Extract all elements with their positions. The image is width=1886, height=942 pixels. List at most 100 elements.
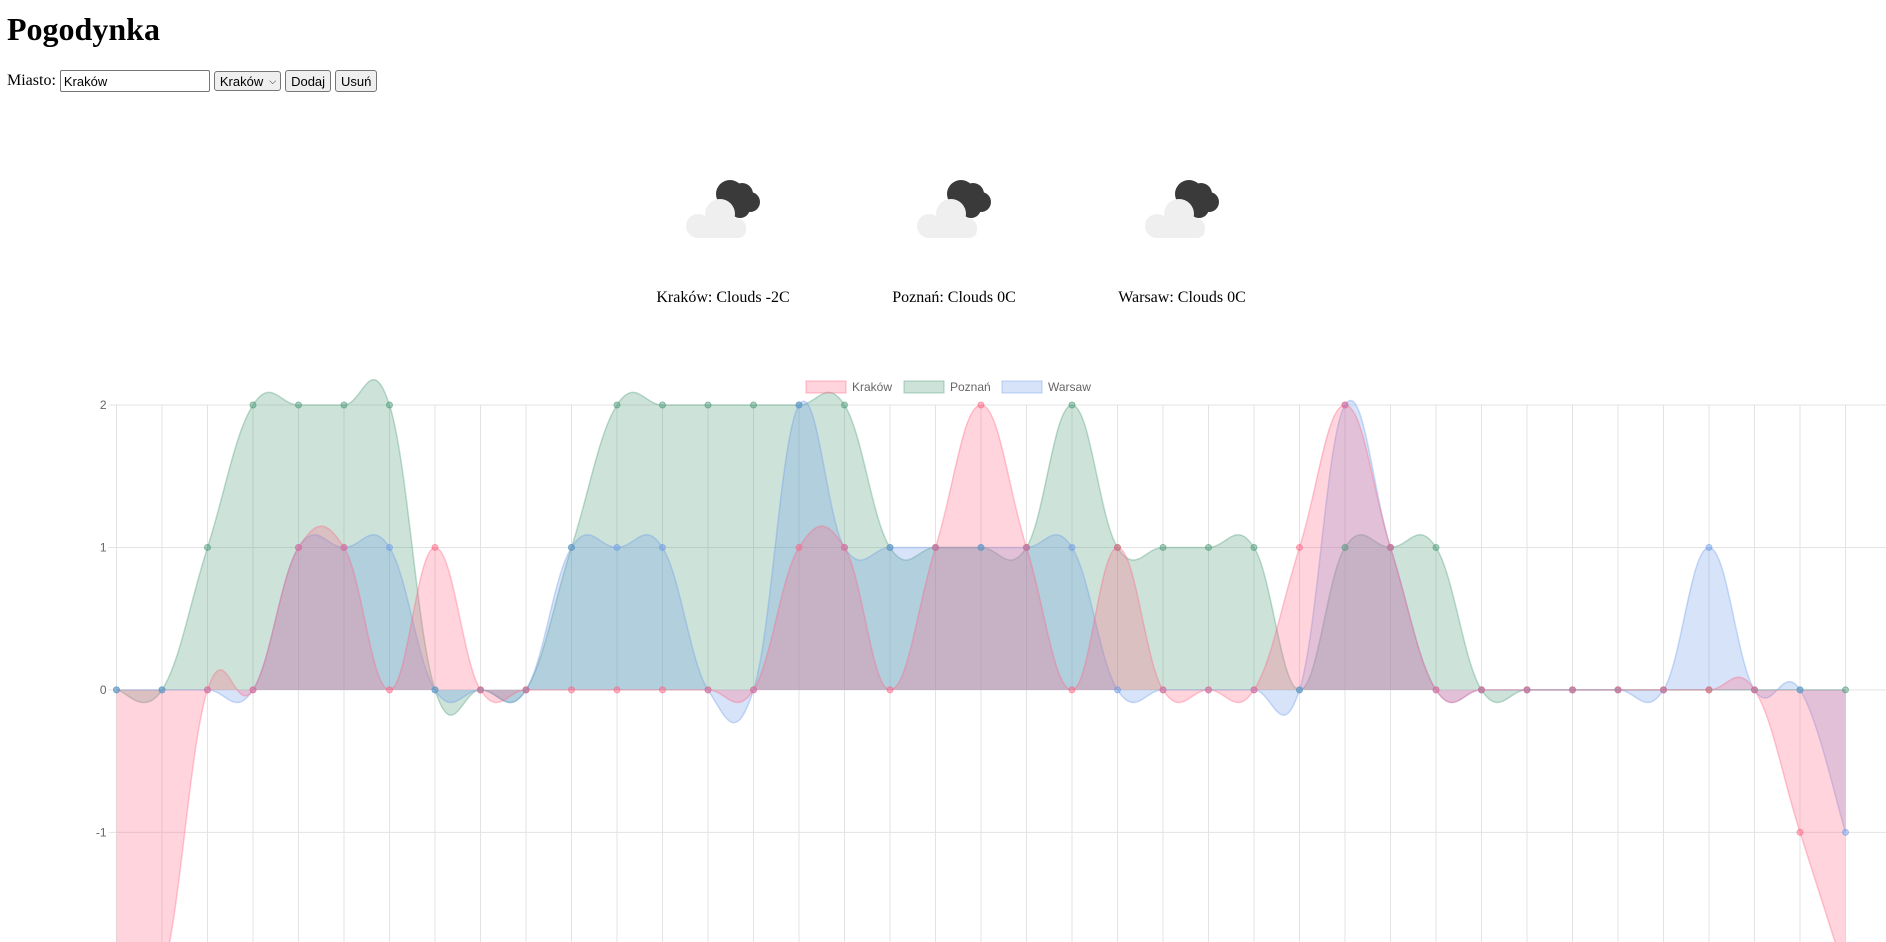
add-button[interactable]: Dodaj [285, 70, 332, 92]
point-kraków [1023, 543, 1030, 551]
legend-label: Warsaw [1048, 380, 1091, 394]
point-poznań [386, 401, 393, 409]
point-kraków [1205, 686, 1212, 694]
cloud-moon-icon [1145, 180, 1219, 238]
point-kraków [1614, 686, 1622, 694]
point-kraków [841, 543, 848, 551]
city-weather-label: Warsaw: Clouds 0C [1118, 289, 1246, 306]
point-warsaw [977, 543, 985, 551]
point-warsaw [386, 543, 393, 551]
point-warsaw [1114, 686, 1121, 694]
point-kraków [1705, 686, 1713, 694]
area-warsaw [116, 400, 1846, 833]
point-warsaw [659, 543, 666, 551]
point-kraków [750, 686, 757, 694]
chart-legend: Kraków Poznań Warsaw [805, 380, 1091, 394]
point-warsaw [613, 543, 621, 551]
point-poznań [1250, 543, 1258, 551]
point-warsaw [886, 543, 894, 551]
point-kraków [932, 543, 939, 551]
cloud-moon-icon [917, 180, 991, 238]
y-tick-label: 0 [100, 683, 107, 697]
point-kraków [1660, 686, 1667, 694]
y-tick-label: 2 [100, 398, 107, 412]
point-kraków [386, 686, 393, 694]
point-warsaw [795, 401, 803, 409]
point-kraków [568, 686, 575, 694]
point-poznań [204, 543, 211, 551]
weather-card-krakow: Kraków: Clouds -2C [608, 170, 838, 306]
point-poznań [704, 401, 712, 409]
point-kraków [1569, 686, 1576, 694]
chart-grid [108, 404, 1886, 942]
point-kraków [704, 686, 712, 694]
legend-swatch-kraków [805, 380, 847, 394]
line-kraków [168, 404, 1836, 942]
point-kraków [204, 686, 211, 694]
legend-label: Poznań [950, 380, 991, 394]
city-label: Miasto: [7, 72, 56, 89]
point-poznań [249, 401, 257, 409]
point-poznań [1159, 543, 1167, 551]
point-kraków [1387, 543, 1394, 551]
point-poznań [613, 401, 621, 409]
city-select-value: Kraków [219, 73, 264, 89]
point-poznań [841, 401, 848, 409]
weather-card-poznan: Poznań: Clouds 0C [839, 170, 1069, 306]
point-kraków [1751, 686, 1758, 694]
point-kraków [1478, 686, 1485, 694]
legend-swatch-warsaw [1001, 380, 1043, 394]
point-kraków [1250, 686, 1258, 694]
point-kraków [1159, 686, 1167, 694]
remove-button[interactable]: Usuń [335, 70, 378, 92]
point-warsaw [568, 543, 575, 551]
area-kraków [116, 405, 1846, 942]
y-axis-ticks: 2 1 0 -1 [96, 398, 107, 839]
chevron-down-icon: ⌵ [269, 75, 277, 86]
point-warsaw [431, 686, 439, 694]
point-warsaw [1068, 543, 1076, 551]
point-poznań [340, 401, 348, 409]
point-poznań [1205, 543, 1212, 551]
point-warsaw [1842, 828, 1849, 836]
point-kraków [1432, 686, 1440, 694]
point-poznań [1842, 686, 1849, 694]
point-poznań [295, 401, 302, 409]
legend-swatch-poznań [903, 380, 945, 394]
point-kraków [1523, 686, 1531, 694]
point-poznań [1068, 401, 1076, 409]
point-kraków [522, 686, 530, 694]
city-select[interactable]: Kraków ⌵ [213, 71, 282, 91]
point-kraków [659, 686, 666, 694]
point-poznań [659, 401, 666, 409]
cloud-moon-icon [686, 180, 760, 238]
point-kraków [295, 543, 302, 551]
point-kraków [1068, 686, 1076, 694]
page-title: Pogodynka [7, 11, 160, 47]
city-input[interactable] [59, 70, 210, 92]
city-weather-label: Kraków: Clouds -2C [656, 289, 790, 306]
point-kraków [977, 401, 985, 409]
point-kraków [613, 686, 621, 694]
point-kraków [340, 543, 348, 551]
point-kraków [249, 686, 257, 694]
chart-points [113, 401, 1849, 836]
point-kraków [1796, 828, 1804, 836]
point-poznań [750, 401, 757, 409]
y-tick-label: 1 [100, 540, 107, 554]
point-kraków [1341, 401, 1349, 409]
point-warsaw [1796, 686, 1804, 694]
point-kraków [1296, 543, 1303, 551]
y-tick-label: -1 [96, 825, 107, 839]
temperature-chart: 2 1 0 -1 Kraków Poznań Warsaw [96, 378, 1886, 942]
point-kraków [477, 686, 484, 694]
weather-card-warsaw: Warsaw: Clouds 0C [1067, 170, 1297, 306]
point-kraków [1114, 543, 1121, 551]
point-poznań [1341, 543, 1349, 551]
city-weather-label: Poznań: Clouds 0C [892, 289, 1016, 306]
city-controls: Miasto: Kraków ⌵ Dodaj Usuń [7, 70, 381, 92]
point-warsaw [1296, 686, 1303, 694]
point-kraków [795, 543, 803, 551]
point-warsaw [158, 686, 166, 694]
point-kraków [886, 686, 894, 694]
